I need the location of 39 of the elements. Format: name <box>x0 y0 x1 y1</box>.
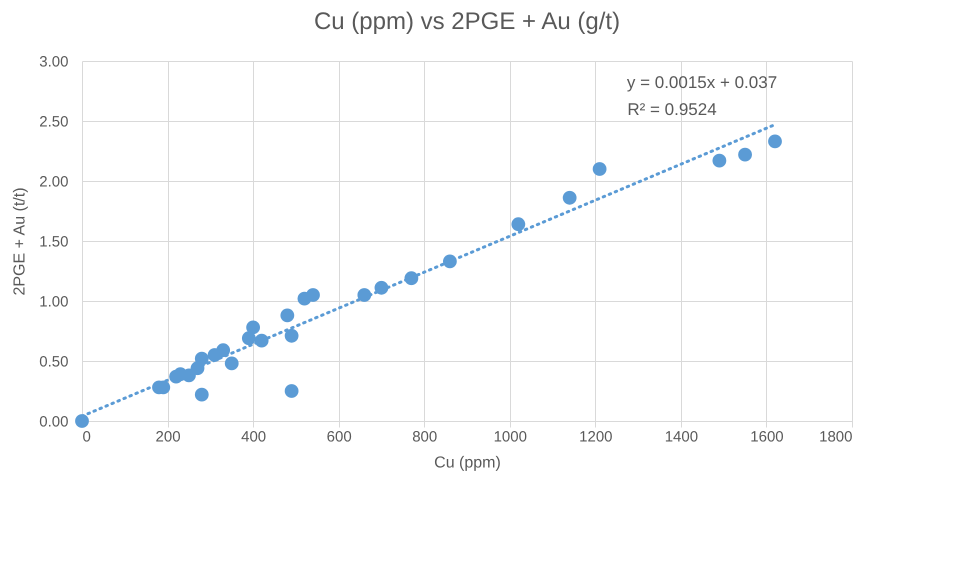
x-tick-label: 1600 <box>750 428 784 446</box>
point <box>246 320 260 334</box>
y-tick-label: 1.00 <box>39 294 68 310</box>
x-tick-label: 1400 <box>664 428 698 446</box>
chart-title: Cu (ppm) vs 2PGE + Au (g/t) <box>314 8 620 35</box>
x-tick-label: 400 <box>241 428 266 446</box>
annotation: R² = 0.9524 <box>627 100 717 119</box>
point <box>224 356 239 370</box>
point <box>712 154 726 168</box>
point <box>194 388 209 402</box>
point <box>511 217 526 232</box>
point <box>306 288 320 302</box>
y-tick-label: 0.00 <box>39 414 68 430</box>
y-tick-label: 1.50 <box>39 234 68 250</box>
x-tick-label: 1800 <box>819 428 852 446</box>
y-tick-label: 0.50 <box>39 354 68 370</box>
point <box>280 308 294 322</box>
x-tick-label: 600 <box>326 428 352 446</box>
x-tick-label: 0 <box>82 428 91 446</box>
y-tick-label: 2.50 <box>39 114 68 130</box>
point <box>242 331 256 346</box>
point <box>592 162 607 176</box>
y-tick-label: 2.00 <box>39 174 68 190</box>
point <box>284 384 299 398</box>
point <box>75 414 89 428</box>
x-tick-label: 1200 <box>579 428 613 446</box>
point <box>738 148 752 162</box>
point <box>768 134 782 148</box>
x-tick-label: 800 <box>412 428 438 446</box>
annotation: y = 0.0015x + 0.037 <box>626 73 778 92</box>
x-tick-label: 200 <box>156 428 181 446</box>
x-tick-label: 1000 <box>494 428 527 446</box>
point <box>194 352 209 366</box>
y-tick-label: 3.00 <box>39 54 68 70</box>
point <box>284 328 299 343</box>
x-axis-title: Cu (ppm) <box>434 454 501 472</box>
point <box>562 190 577 205</box>
y-axis-title: 2PGE + Au (t/t) <box>11 187 28 296</box>
point <box>216 343 230 358</box>
